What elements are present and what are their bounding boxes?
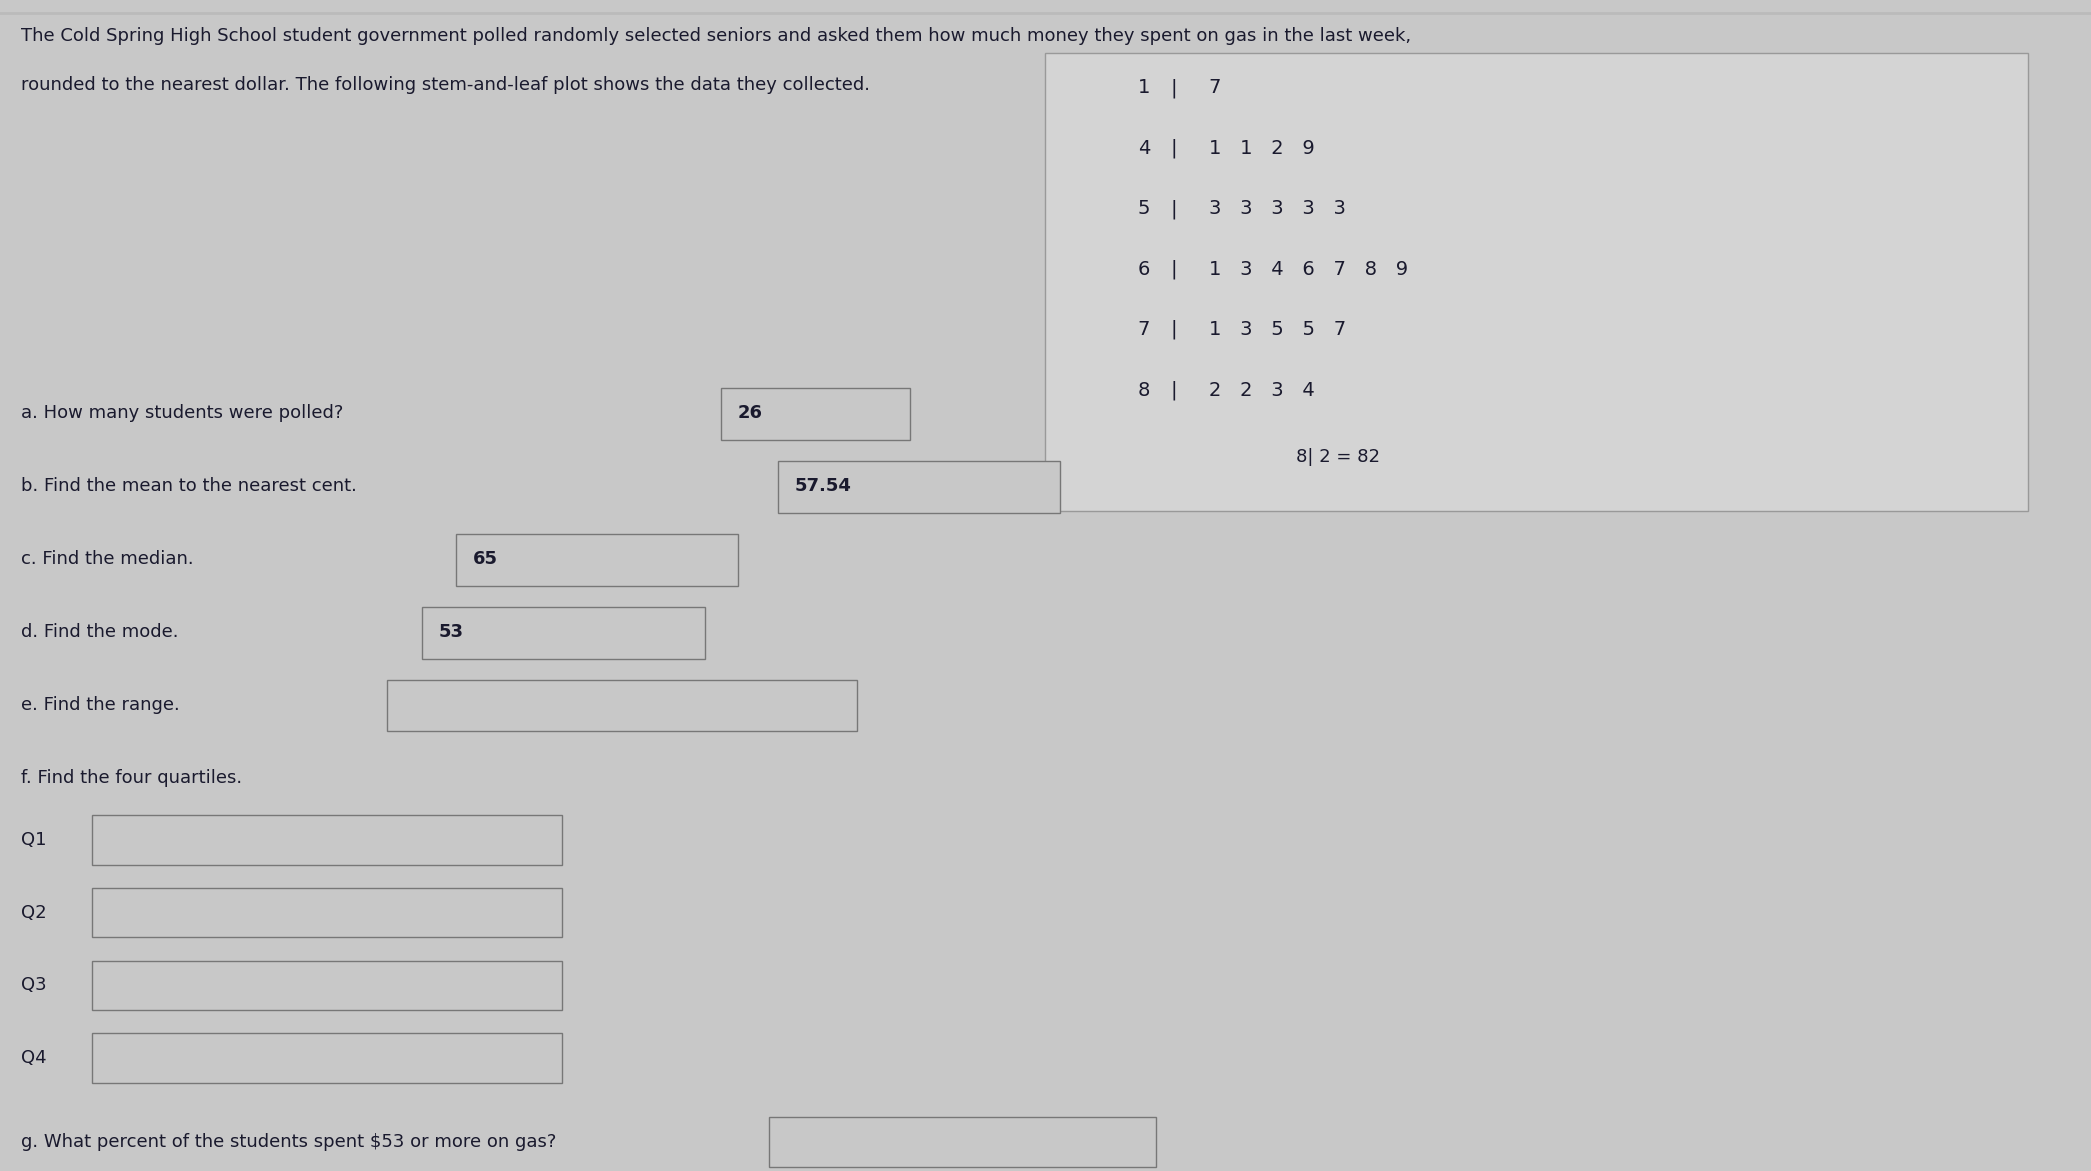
FancyBboxPatch shape [92, 960, 562, 1011]
Text: 57.54: 57.54 [795, 477, 851, 495]
Text: rounded to the nearest dollar. The following stem-and-leaf plot shows the data t: rounded to the nearest dollar. The follo… [21, 76, 870, 94]
FancyBboxPatch shape [1046, 54, 2028, 511]
Text: b. Find the mean to the nearest cent.: b. Find the mean to the nearest cent. [21, 477, 358, 495]
Text: 53: 53 [439, 623, 464, 641]
Text: |: | [1171, 78, 1177, 97]
Text: Q4: Q4 [21, 1049, 46, 1067]
Text: 3   3   3   3   3: 3 3 3 3 3 [1209, 199, 1345, 218]
Text: g. What percent of the students spent $53 or more on gas?: g. What percent of the students spent $5… [21, 1134, 556, 1151]
Text: e. Find the range.: e. Find the range. [21, 696, 180, 714]
Text: |: | [1171, 199, 1177, 219]
Text: 1   3   5   5   7: 1 3 5 5 7 [1209, 320, 1347, 340]
Text: 26: 26 [738, 404, 763, 423]
Text: a. How many students were polled?: a. How many students were polled? [21, 404, 343, 423]
Text: 1: 1 [1138, 78, 1150, 97]
FancyBboxPatch shape [778, 461, 1060, 513]
FancyBboxPatch shape [721, 389, 910, 440]
Text: 2   2   3   4: 2 2 3 4 [1209, 381, 1315, 399]
Text: |: | [1171, 381, 1177, 400]
Text: 5: 5 [1138, 199, 1150, 218]
Text: The Cold Spring High School student government polled randomly selected seniors : The Cold Spring High School student gove… [21, 27, 1411, 44]
Text: 65: 65 [473, 550, 498, 568]
FancyBboxPatch shape [422, 607, 705, 658]
Text: f. Find the four quartiles.: f. Find the four quartiles. [21, 768, 243, 787]
Text: Q2: Q2 [21, 904, 46, 922]
FancyBboxPatch shape [769, 1117, 1156, 1167]
Text: Q1: Q1 [21, 830, 46, 849]
Text: |: | [1171, 138, 1177, 158]
Text: |: | [1171, 320, 1177, 340]
FancyBboxPatch shape [456, 534, 738, 586]
Text: 1   1   2   9: 1 1 2 9 [1209, 139, 1315, 158]
Text: 7: 7 [1209, 78, 1221, 97]
Text: |: | [1171, 260, 1177, 279]
FancyBboxPatch shape [92, 1033, 562, 1083]
FancyBboxPatch shape [92, 815, 562, 864]
Text: 8| 2 = 82: 8| 2 = 82 [1296, 447, 1380, 466]
Text: 8: 8 [1138, 381, 1150, 399]
Text: 1   3   4   6   7   8   9: 1 3 4 6 7 8 9 [1209, 260, 1407, 279]
Text: c. Find the median.: c. Find the median. [21, 550, 194, 568]
Text: 6: 6 [1138, 260, 1150, 279]
Text: 7: 7 [1138, 320, 1150, 340]
FancyBboxPatch shape [92, 888, 562, 938]
Text: Q3: Q3 [21, 977, 46, 994]
Text: d. Find the mode.: d. Find the mode. [21, 623, 178, 641]
FancyBboxPatch shape [387, 680, 857, 732]
Text: 4: 4 [1138, 139, 1150, 158]
